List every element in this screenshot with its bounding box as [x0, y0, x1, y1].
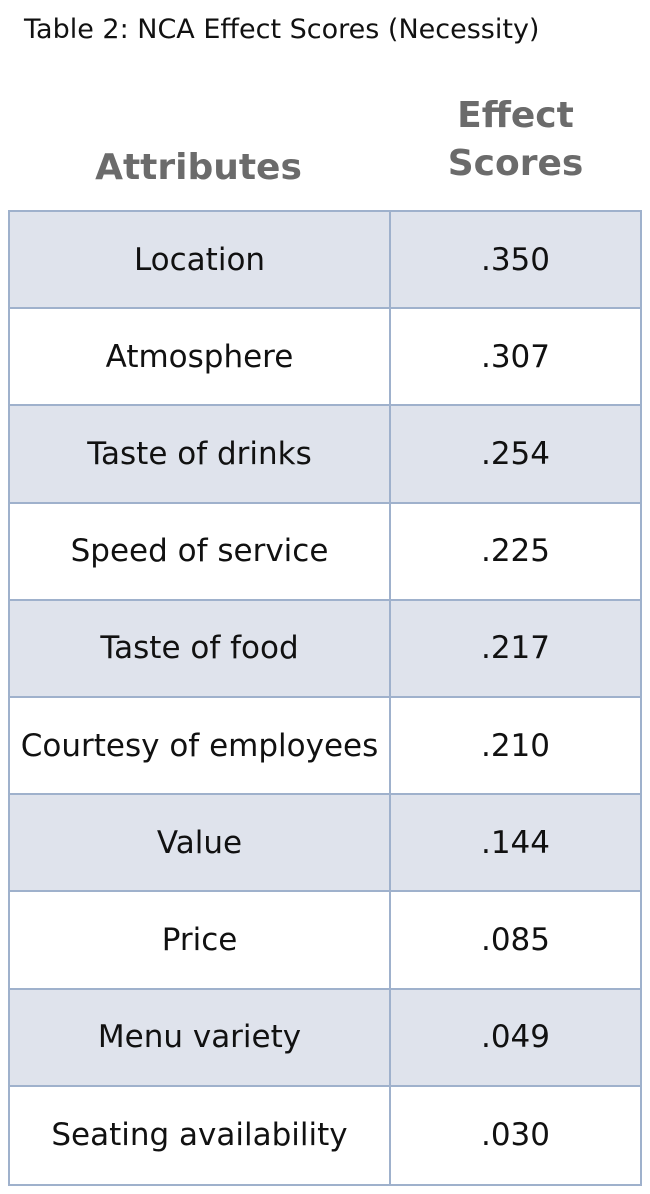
- table-row: Taste of food .217: [10, 600, 640, 698]
- table-row: Seating availability .030: [10, 1086, 640, 1184]
- attribute-cell: Speed of service: [10, 503, 391, 599]
- table-row: Menu variety .049: [10, 989, 640, 1087]
- effect-score-cell: .350: [480, 241, 551, 278]
- attribute-cell: Taste of food: [10, 600, 391, 696]
- effect-scores-table: Location .350 Atmosphere .307 Taste of drink…: [8, 210, 642, 1186]
- table-row: Taste of drinks .254: [10, 406, 640, 504]
- effect-score-cell: .210: [480, 727, 551, 764]
- attribute-cell: Taste of drinks: [10, 406, 391, 502]
- attribute-cell: Menu variety: [10, 989, 391, 1085]
- attribute-cell: Atmosphere: [10, 309, 391, 405]
- effect-score-cell: .254: [480, 435, 551, 472]
- effect-score-cell: .085: [480, 921, 551, 958]
- effect-score-cell: .307: [480, 338, 551, 375]
- table-row: Price .085: [10, 892, 640, 990]
- table-row: Speed of service .225: [10, 503, 640, 601]
- attribute-cell: Location: [10, 212, 391, 308]
- attribute-cell: Seating availability: [10, 1086, 391, 1184]
- effect-score-cell: .217: [480, 630, 551, 667]
- effect-score-cell: .144: [480, 824, 551, 861]
- effect-score-cell: .225: [480, 533, 551, 570]
- attribute-cell: Courtesy of employees: [10, 697, 391, 794]
- table-caption: Table 2: NCA Effect Scores (Necessity): [24, 14, 540, 45]
- attribute-cell: Price: [10, 892, 391, 988]
- table-header: Attributes Effect Scores: [8, 88, 642, 208]
- column-header-effect-scores: Effect Scores: [447, 95, 584, 184]
- attribute-cell: Value: [10, 795, 391, 891]
- column-header-attributes: Attributes: [95, 147, 302, 188]
- table-row: Courtesy of employees .210: [10, 697, 640, 796]
- effect-score-cell: .049: [480, 1019, 551, 1056]
- table-row: Location .350: [10, 212, 640, 310]
- table-row: Value .144: [10, 795, 640, 893]
- effect-score-cell: .030: [480, 1117, 551, 1154]
- table-row: Atmosphere .307: [10, 309, 640, 407]
